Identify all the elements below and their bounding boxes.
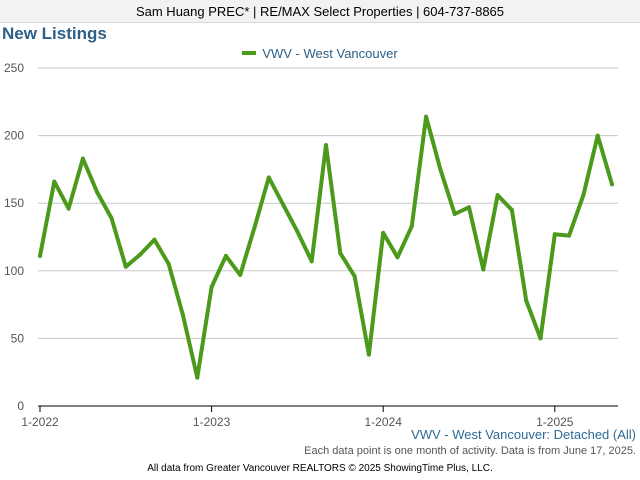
data-point[interactable] [409,224,414,229]
data-point[interactable] [481,267,486,272]
top-banner: Sam Huang PREC* | RE/MAX Select Properti… [0,0,640,23]
y-tick-label: 100 [4,264,24,278]
data-point[interactable] [252,225,257,230]
chart-legend[interactable]: VWV - West Vancouver [0,44,640,62]
data-point[interactable] [80,156,85,161]
data-point[interactable] [209,285,214,290]
data-point[interactable] [309,259,314,264]
data-point[interactable] [366,352,371,357]
data-point[interactable] [352,274,357,279]
data-point[interactable] [495,193,500,198]
y-tick-label: 200 [4,129,24,143]
data-point[interactable] [538,336,543,341]
data-point[interactable] [95,190,100,195]
data-point[interactable] [152,237,157,242]
data-point[interactable] [338,251,343,256]
data-point[interactable] [438,167,443,172]
legend-swatch [242,51,257,55]
chart-title: New Listings [2,24,107,43]
data-point[interactable] [324,143,328,148]
data-point[interactable] [552,232,557,237]
data-point[interactable] [238,272,243,277]
data-point[interactable] [452,212,457,217]
x-tick-label: 1-2024 [365,415,403,429]
data-point[interactable] [509,207,514,212]
data-point[interactable] [138,252,143,257]
grid-lines [38,67,618,339]
legend-label: VWV - West Vancouver [262,45,398,61]
banner-text: Sam Huang PREC* | RE/MAX Select Properti… [135,3,505,19]
y-tick-label: 250 [4,61,24,75]
series-layer [38,114,614,380]
chart-note: Each data point is one month of activity… [304,445,636,457]
chart-subtitle: VWV - West Vancouver: Detached (All) [411,427,636,442]
data-point[interactable] [381,230,386,235]
data-point[interactable] [395,255,400,260]
y-tick-label: 0 [17,399,24,413]
y-tick-label: 150 [4,196,24,210]
y-tick-label: 50 [11,331,25,345]
x-tick-label: 1-2025 [536,415,574,429]
data-point[interactable] [223,253,228,258]
data-point[interactable] [281,202,286,207]
data-point[interactable] [467,205,471,210]
data-point[interactable] [567,233,572,238]
data-point[interactable] [581,193,586,198]
data-point[interactable] [123,264,128,269]
data-point[interactable] [38,253,42,258]
data-point[interactable] [52,179,57,184]
data-point[interactable] [295,229,300,234]
x-tick-labels: 1-2022 1-2023 1-2024 1-2025 [21,415,573,429]
data-point[interactable] [524,298,529,303]
data-point[interactable] [109,216,114,221]
footer-credit: All data from Greater Vancouver REALTORS… [147,463,493,474]
data-point[interactable] [266,175,271,180]
data-point[interactable] [195,375,200,380]
x-tick-label: 1-2023 [193,415,231,429]
y-tick-labels: 0 50 100 150 200 250 [4,61,24,413]
data-point[interactable] [610,182,614,187]
data-point[interactable] [166,262,171,267]
data-point[interactable] [595,133,600,138]
x-tick-label: 1-2022 [21,415,59,429]
axes [38,405,618,412]
data-point[interactable] [181,313,185,318]
data-point[interactable] [66,206,71,211]
data-point[interactable] [424,114,429,119]
